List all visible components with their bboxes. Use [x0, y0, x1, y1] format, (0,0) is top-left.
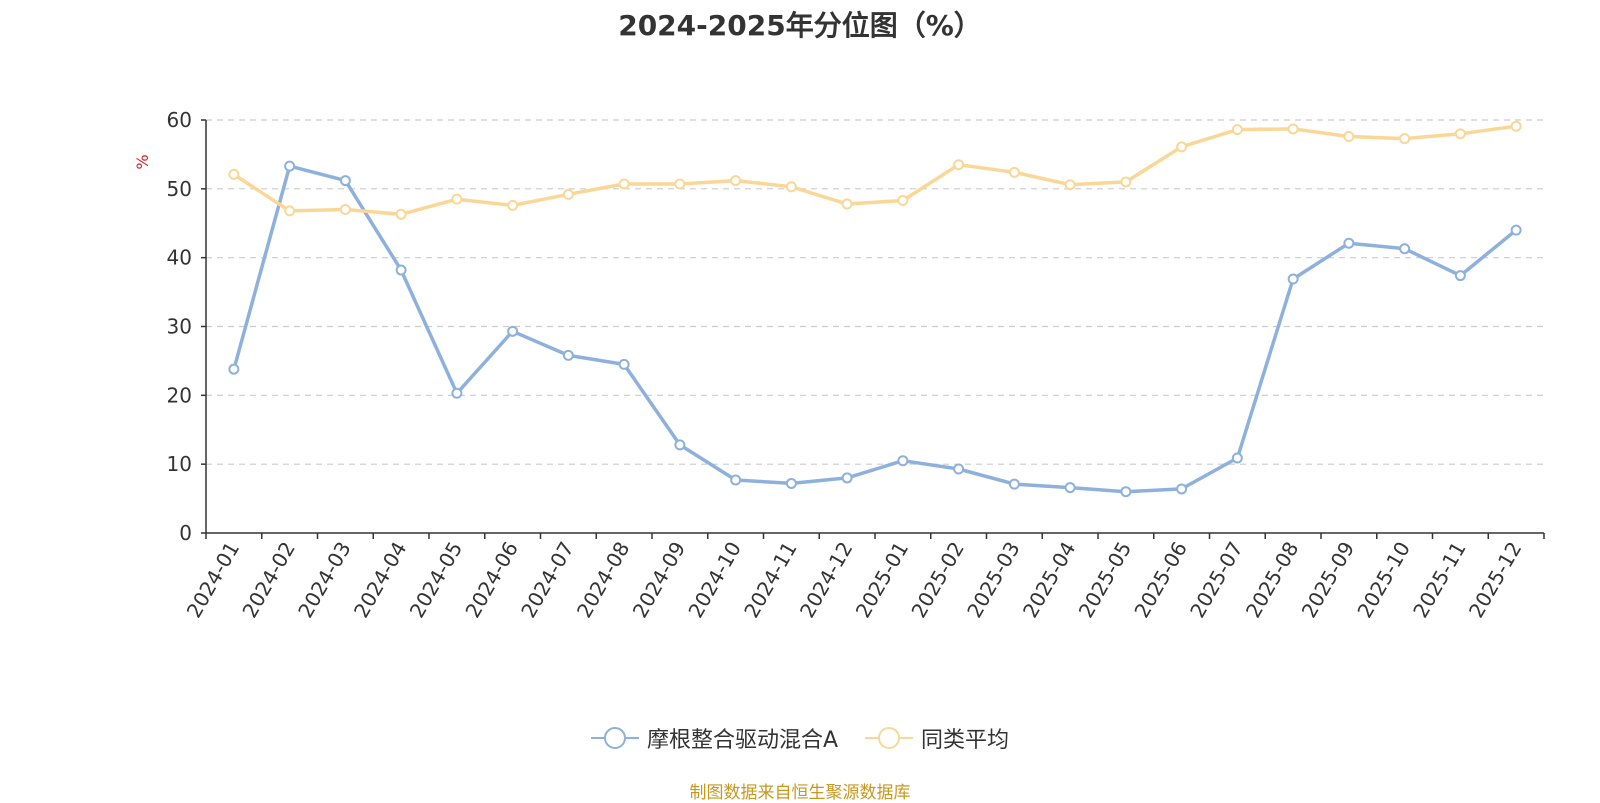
data-point [1231, 452, 1243, 464]
y-tick-label: 20 [167, 383, 192, 407]
data-point [1008, 478, 1020, 490]
data-point [674, 439, 686, 451]
data-point [1120, 486, 1132, 498]
x-tick-label: 2025-08 [1241, 538, 1304, 622]
x-tick-label: 2024-09 [628, 538, 691, 622]
data-point [1454, 128, 1466, 140]
y-tick-label: 0 [179, 521, 192, 545]
x-tick-label: 2024-02 [237, 538, 300, 622]
x-tick-label: 2024-11 [739, 538, 802, 622]
data-point [339, 175, 351, 187]
data-point [730, 474, 742, 486]
y-tick-label: 50 [167, 177, 192, 201]
data-point [451, 193, 463, 205]
data-point [1454, 270, 1466, 282]
x-tick-label: 2024-04 [349, 538, 412, 622]
data-point [1287, 123, 1299, 135]
data-point [730, 175, 742, 187]
legend-marker-fund [590, 727, 639, 749]
y-tick-label: 10 [167, 452, 192, 476]
x-tick-label: 2024-05 [405, 538, 468, 622]
x-tick-label: 2025-10 [1352, 538, 1415, 622]
data-point [953, 463, 965, 475]
data-point [1064, 179, 1076, 191]
legend-item-average[interactable]: 同类平均 [865, 722, 1009, 754]
data-point [1120, 176, 1132, 188]
x-tick-label: 2025-06 [1129, 538, 1192, 622]
x-tick-label: 2024-07 [516, 538, 579, 622]
legend-label-fund: 摩根整合驱动混合A [646, 728, 839, 753]
x-tick-label: 2025-07 [1185, 538, 1248, 622]
data-point [284, 205, 296, 217]
data-point [1176, 483, 1188, 495]
y-tick-label: 30 [167, 315, 192, 339]
x-tick-label: 2024-03 [293, 538, 356, 622]
data-point [562, 349, 574, 361]
data-point [841, 472, 853, 484]
data-point [451, 387, 463, 399]
data-point [339, 203, 351, 215]
x-tick-label: 2025-03 [962, 538, 1025, 622]
x-tick-label: 2025-11 [1408, 538, 1471, 622]
data-point [1343, 131, 1355, 143]
data-point [1287, 273, 1299, 285]
y-axis-label: % [133, 154, 152, 169]
x-tick-label: 2025-09 [1297, 538, 1360, 622]
legend-label-average: 同类平均 [921, 728, 1010, 753]
data-point [897, 455, 909, 467]
legend-marker-average [865, 727, 914, 749]
data-point [618, 178, 630, 190]
data-point [395, 208, 407, 220]
x-tick-label: 2025-04 [1018, 538, 1081, 622]
source-note: 制图数据来自恒生聚源数据库 [689, 783, 911, 803]
x-tick-label: 2024-01 [182, 538, 245, 622]
series-line-1 [232, 124, 1517, 217]
data-point [1399, 133, 1411, 145]
data-point [284, 160, 296, 172]
data-point [1064, 482, 1076, 494]
x-tick-label: 2025-01 [851, 538, 914, 622]
data-point [953, 159, 965, 171]
data-point [897, 195, 909, 207]
data-point [1510, 120, 1522, 132]
data-point [1399, 243, 1411, 255]
data-point [841, 198, 853, 210]
x-tick-label: 2024-08 [572, 538, 635, 622]
x-tick-label: 2025-02 [906, 538, 969, 622]
legend-item-fund[interactable]: 摩根整合驱动混合A [590, 722, 839, 754]
data-point [785, 181, 797, 193]
series-line-0 [232, 164, 1518, 494]
x-tick-label: 2024-06 [460, 538, 523, 622]
data-point [1510, 224, 1522, 236]
data-point [1176, 141, 1188, 153]
data-point [618, 358, 630, 370]
x-tick-label: 2024-12 [795, 538, 858, 622]
y-tick-label: 60 [167, 108, 192, 132]
data-point [1231, 124, 1243, 136]
data-point [1343, 237, 1355, 249]
data-point [507, 199, 519, 211]
data-point [1008, 166, 1020, 178]
data-point [562, 188, 574, 200]
data-point [785, 477, 797, 489]
data-point [507, 325, 519, 337]
data-point [395, 264, 407, 276]
x-tick-label: 2024-10 [683, 538, 746, 622]
legend: 摩根整合驱动混合A 同类平均 [0, 722, 1600, 756]
data-point [674, 178, 686, 190]
y-tick-label: 40 [167, 246, 192, 270]
chart-title: 2024-2025年分位图（%） [618, 9, 982, 42]
x-tick-label: 2025-05 [1074, 538, 1137, 622]
data-point [228, 168, 240, 180]
x-tick-label: 2025-12 [1464, 538, 1527, 622]
data-point [228, 363, 240, 375]
